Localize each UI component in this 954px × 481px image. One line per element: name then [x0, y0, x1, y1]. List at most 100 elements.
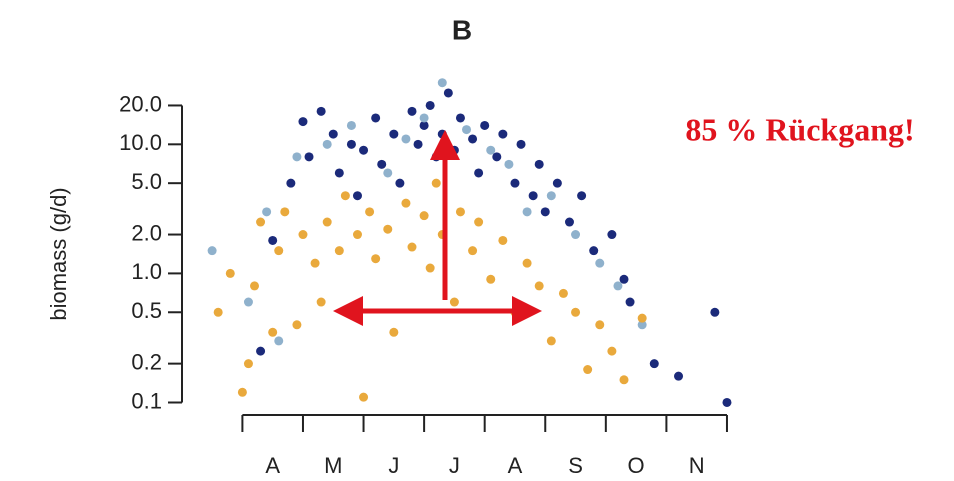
data-point	[377, 159, 387, 169]
data-point	[359, 392, 369, 402]
y-tick-label: 0.1	[131, 388, 162, 413]
data-point	[558, 288, 568, 298]
data-point	[243, 359, 253, 369]
data-point	[468, 134, 478, 144]
data-point	[540, 207, 550, 217]
data-point	[389, 327, 399, 337]
y-tick-label: 2.0	[131, 220, 162, 245]
data-point	[419, 211, 429, 221]
data-point	[571, 307, 581, 317]
chart-title: B	[452, 14, 472, 45]
data-point	[571, 230, 581, 240]
x-tick-label: J	[388, 453, 399, 478]
data-point	[534, 159, 544, 169]
data-point	[431, 178, 441, 188]
data-point	[243, 297, 253, 307]
data-point	[522, 207, 532, 217]
data-point	[637, 313, 647, 323]
data-point	[613, 281, 623, 291]
x-tick-label: O	[628, 453, 645, 478]
data-point	[516, 139, 526, 149]
y-tick-label: 10.0	[119, 130, 162, 155]
data-point	[455, 113, 465, 123]
data-point	[419, 120, 429, 130]
data-point	[389, 129, 399, 139]
data-point	[492, 152, 502, 162]
data-point	[522, 258, 532, 268]
data-point	[407, 106, 417, 116]
data-point	[468, 246, 478, 256]
y-axis-label: biomass (g/d)	[46, 187, 71, 320]
data-point	[268, 235, 278, 245]
data-point	[534, 281, 544, 291]
data-point	[504, 159, 514, 169]
data-point	[383, 168, 393, 178]
data-point	[480, 120, 490, 130]
data-point	[674, 371, 684, 381]
data-point	[359, 145, 369, 155]
data-point	[498, 235, 508, 245]
data-point	[225, 268, 235, 278]
data-point	[322, 139, 332, 149]
data-point	[334, 168, 344, 178]
data-point	[401, 198, 411, 208]
data-point	[425, 100, 435, 110]
data-point	[346, 120, 356, 130]
data-point	[316, 297, 326, 307]
data-point	[637, 320, 647, 330]
data-point	[286, 178, 296, 188]
data-point	[322, 217, 332, 227]
data-point	[316, 106, 326, 116]
data-point	[346, 139, 356, 149]
y-tick-label: 5.0	[131, 169, 162, 194]
data-point	[462, 125, 472, 135]
data-point	[352, 191, 362, 201]
data-point	[486, 274, 496, 284]
x-tick-label: M	[324, 453, 342, 478]
data-point	[486, 145, 496, 155]
data-point	[268, 327, 278, 337]
data-point	[334, 246, 344, 256]
data-point	[564, 217, 574, 227]
data-point	[250, 281, 260, 291]
x-tick-label: J	[449, 453, 460, 478]
data-point	[274, 336, 284, 346]
data-point	[237, 387, 247, 397]
data-point	[595, 258, 605, 268]
data-point	[328, 129, 338, 139]
data-point	[395, 178, 405, 188]
data-point	[352, 230, 362, 240]
data-point	[371, 254, 381, 264]
data-point	[455, 207, 465, 217]
data-point	[256, 217, 266, 227]
data-point	[401, 134, 411, 144]
data-point	[310, 258, 320, 268]
data-point	[413, 139, 423, 149]
data-point	[449, 145, 459, 155]
plot-area	[207, 78, 732, 407]
data-point	[474, 217, 484, 227]
data-point	[292, 320, 302, 330]
data-point	[407, 242, 417, 252]
data-point	[431, 152, 441, 162]
data-point	[298, 230, 308, 240]
data-point	[498, 129, 508, 139]
data-point	[625, 297, 635, 307]
data-point	[546, 336, 556, 346]
data-point	[589, 246, 599, 256]
data-point	[710, 307, 720, 317]
data-point	[595, 320, 605, 330]
data-point	[365, 207, 375, 217]
data-point	[262, 207, 272, 217]
x-tick-label: A	[508, 453, 523, 478]
data-point	[207, 246, 217, 256]
data-point	[474, 168, 484, 178]
data-point	[256, 346, 266, 356]
data-point	[443, 88, 453, 98]
x-tick-label: N	[689, 453, 705, 478]
x-tick-label: A	[265, 453, 280, 478]
data-point	[552, 178, 562, 188]
data-point	[510, 178, 520, 188]
data-point	[383, 224, 393, 234]
